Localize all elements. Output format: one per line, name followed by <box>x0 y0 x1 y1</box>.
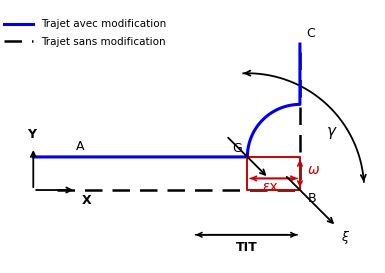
Text: Y: Y <box>27 128 36 141</box>
Text: X: X <box>82 194 92 207</box>
Text: A: A <box>76 140 85 153</box>
Text: γ: γ <box>327 124 336 139</box>
Text: εx: εx <box>262 180 278 194</box>
Text: ω: ω <box>308 163 319 177</box>
Legend: Trajet avec modification, Trajet sans modification: Trajet avec modification, Trajet sans mo… <box>0 15 171 51</box>
Text: B: B <box>308 192 316 205</box>
Text: C: C <box>306 27 315 40</box>
Text: G: G <box>232 142 241 155</box>
Text: TIT: TIT <box>236 241 257 254</box>
Text: ξ: ξ <box>341 231 348 244</box>
